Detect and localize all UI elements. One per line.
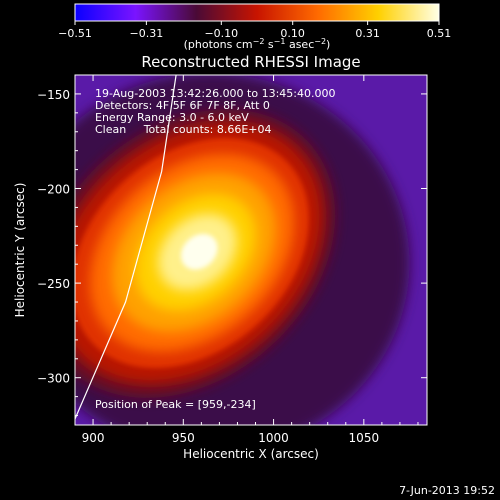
y-tick-label: −150 — [37, 88, 70, 102]
y-tick-label: −250 — [37, 277, 70, 291]
colorbar-unit-label: (photons cm−2 s−1 asec−2) — [184, 37, 331, 51]
colorbar: −0.51 −0.31 −0.10 0.10 0.31 0.51 (photons cm−… — [58, 3, 451, 51]
info-energy-range: Energy Range: 3.0 - 6.0 keV — [95, 111, 249, 124]
x-tick-label: 1000 — [258, 431, 289, 445]
colorbar-tick-label: −0.31 — [130, 27, 164, 40]
x-axis-label: Heliocentric X (arcsec) — [183, 447, 319, 461]
footer-date: 7-Jun-2013 19:52 — [399, 484, 495, 497]
info-clean-counts: Clean Total counts: 8.66E+04 — [95, 123, 272, 136]
plot-area — [75, 75, 427, 425]
x-tick-label: 1050 — [349, 431, 380, 445]
x-tick-label: 900 — [82, 431, 105, 445]
heatmap-contour-layer — [180, 233, 218, 270]
x-axis: 900 950 1000 1050 — [74, 75, 419, 445]
colorbar-tick-label: −0.10 — [204, 27, 238, 40]
info-time-range: 19-Aug-2003 13:42:26.000 to 13:45:40.000 — [95, 87, 336, 100]
colorbar-ticks: −0.51 −0.31 −0.10 0.10 0.31 0.51 — [58, 21, 451, 40]
colorbar-gradient — [74, 3, 440, 22]
x-tick-label: 950 — [172, 431, 195, 445]
colorbar-tick-label: 0.51 — [427, 27, 452, 40]
solar-limb-line — [75, 75, 177, 421]
info-detectors: Detectors: 4F 5F 6F 7F 8F, Att 0 — [95, 99, 270, 112]
chart-title: Reconstructed RHESSI Image — [141, 53, 360, 71]
y-axis: −300 −250 −200 −150 — [37, 74, 427, 417]
peak-position-label: Position of Peak = [959,-234] — [95, 398, 256, 411]
heatmap-image — [75, 75, 410, 425]
colorbar-tick-label: −0.51 — [58, 27, 92, 40]
observation-info: 19-Aug-2003 13:42:26.000 to 13:45:40.000… — [95, 87, 336, 136]
y-tick-label: −200 — [37, 183, 70, 197]
y-axis-label: Heliocentric Y (arcsec) — [13, 183, 27, 318]
y-tick-label: −300 — [37, 372, 70, 386]
colorbar-tick-label: 0.31 — [355, 27, 380, 40]
colorbar-tick-label: 0.10 — [280, 27, 305, 40]
plot-frame — [74, 74, 428, 426]
